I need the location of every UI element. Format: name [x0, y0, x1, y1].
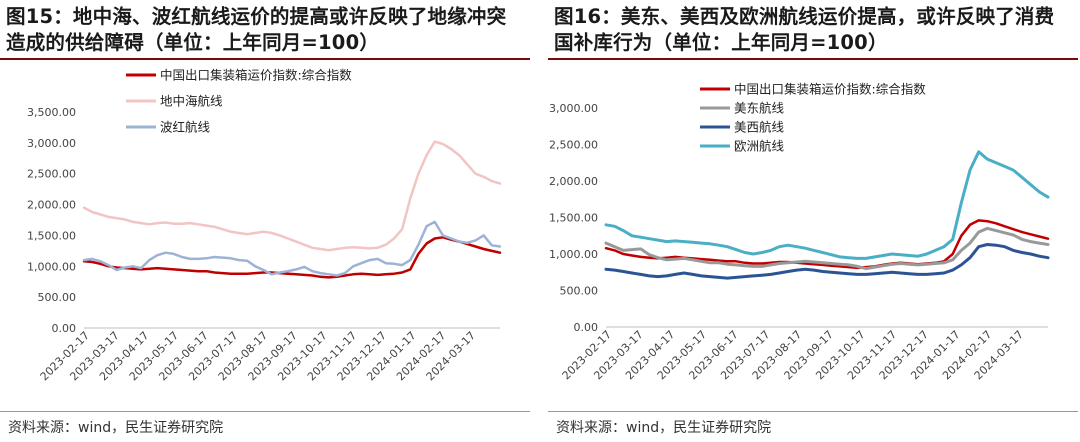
line-chart-us-europe: 0.00 500.00 1,000.00 1,500.00 2,000.00 2,500.… [549, 82, 1050, 382]
y-tick-label: 2,000.00 [549, 175, 598, 188]
series-line [82, 236, 502, 279]
legend-label: 中国出口集装箱运价指数:综合指数 [734, 82, 926, 97]
y-tick-label: 500.00 [38, 291, 77, 304]
chart-title: 图16：美东、美西及欧洲航线运价提高，或许反映了消费国补库行为（单位：上年同月=… [554, 5, 1055, 54]
series-line [604, 243, 1050, 280]
y-tick-label: 2,500.00 [549, 139, 598, 152]
y-tick-label: 0.00 [574, 321, 599, 334]
y-tick-label: 2,500.00 [27, 168, 76, 181]
y-tick-label: 3,500.00 [27, 106, 76, 119]
legend-label: 美东航线 [734, 101, 785, 116]
source-note: 资料来源：wind，民生证券研究院 [556, 420, 772, 436]
y-tick-label: 3,000.00 [549, 102, 598, 115]
y-tick-label: 1,500.00 [549, 212, 598, 225]
legend-label: 中国出口集装箱运价指数:综合指数 [160, 68, 352, 83]
y-tick-label: 500.00 [560, 285, 599, 298]
source-note: 资料来源：wind，民生证券研究院 [8, 420, 224, 436]
legend-label: 地中海航线 [160, 94, 223, 109]
title-divider [0, 58, 530, 60]
series-line [82, 140, 502, 252]
chart-panel-left: 图15：地中海、波红航线运价的提高或许反映了地缘冲突造成的供给障碍（单位：上年同… [0, 0, 530, 442]
title-divider [548, 58, 1078, 60]
y-tick-label: 1,000.00 [27, 260, 76, 273]
y-tick-label: 1,000.00 [549, 248, 598, 261]
series-line [604, 150, 1050, 260]
series-line [604, 226, 1050, 271]
y-tick-label: 1,500.00 [27, 229, 76, 242]
series-line [82, 220, 502, 277]
y-tick-label: 0.00 [52, 322, 77, 335]
footer-divider [548, 411, 1078, 412]
line-chart-mediterranean: 0.00 500.00 1,000.00 1,500.00 2,000.00 2,500.… [27, 68, 502, 383]
legend-label: 欧洲航线 [734, 139, 785, 154]
chart-title: 图15：地中海、波红航线运价的提高或许反映了地缘冲突造成的供给障碍（单位：上年同… [6, 5, 507, 54]
legend-label: 美西航线 [734, 120, 785, 135]
chart-panel-right: 图16：美东、美西及欧洲航线运价提高，或许反映了消费国补库行为（单位：上年同月=… [548, 0, 1078, 442]
legend-label: 波红航线 [160, 120, 211, 135]
y-tick-label: 2,000.00 [27, 199, 76, 212]
y-tick-label: 3,000.00 [27, 137, 76, 150]
footer-divider [0, 411, 530, 412]
